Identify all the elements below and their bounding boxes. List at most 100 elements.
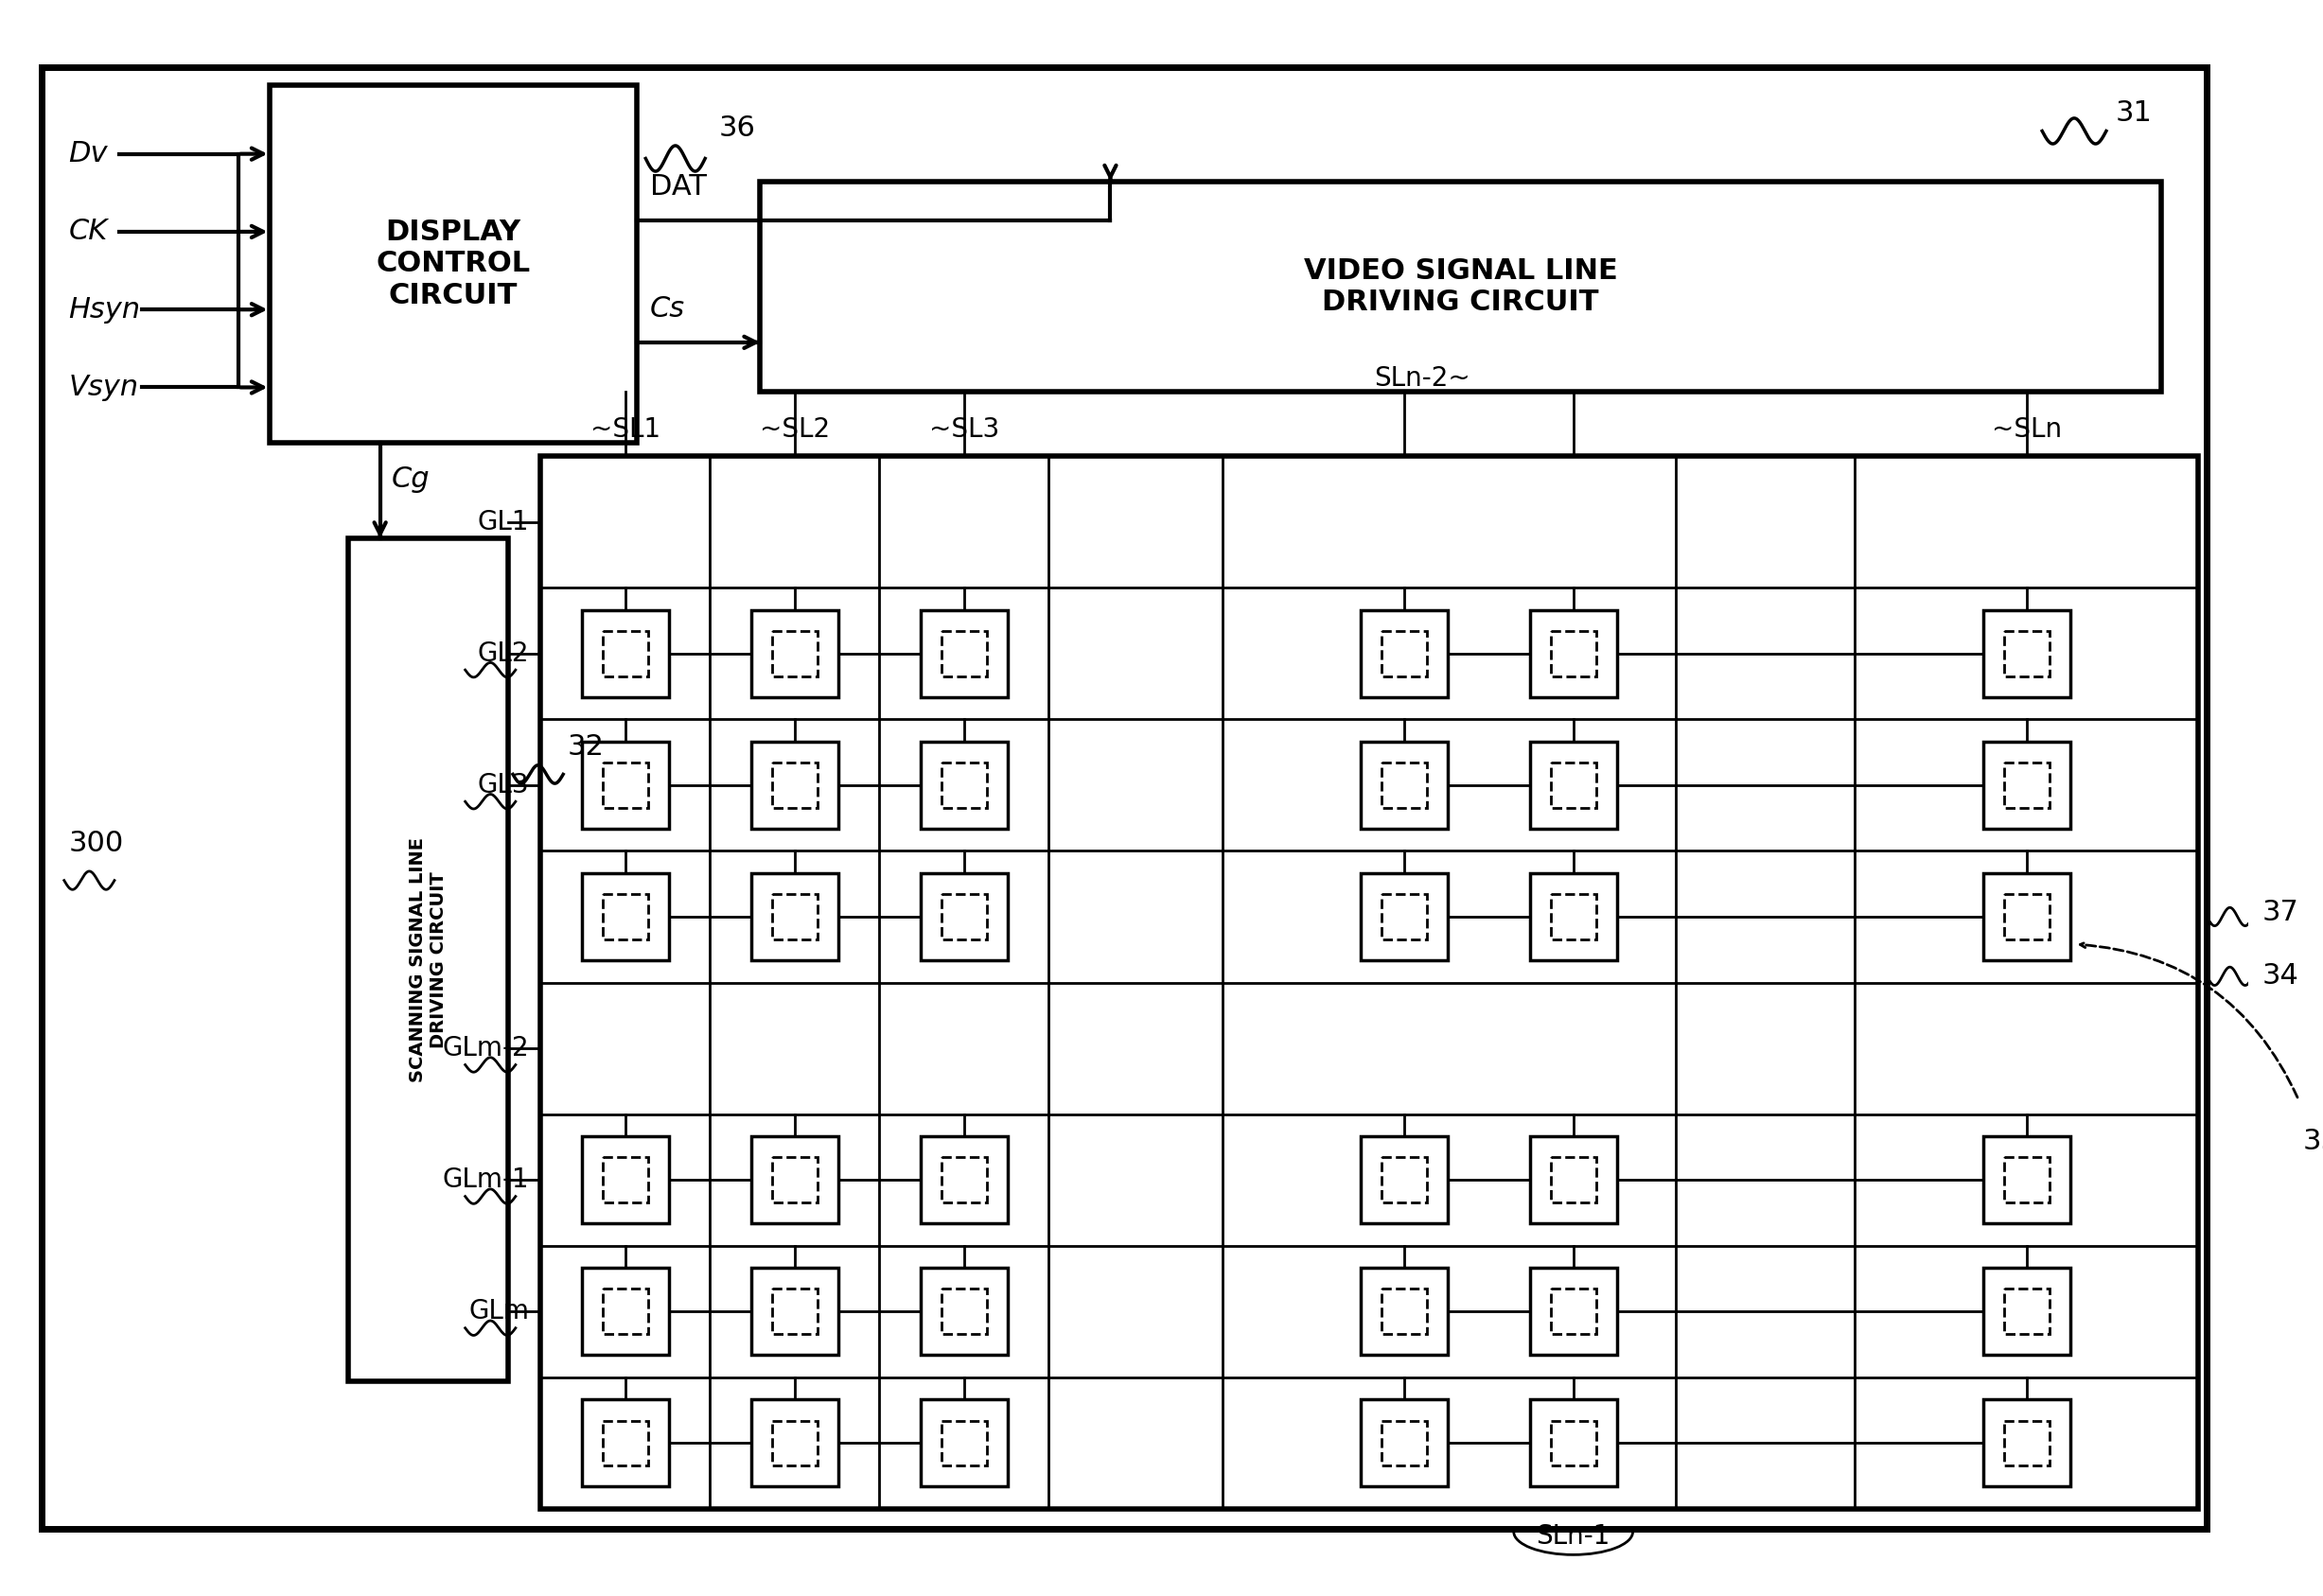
Bar xyxy=(1382,1157,1426,1202)
Bar xyxy=(604,763,648,808)
Bar xyxy=(583,1269,669,1355)
Text: SCANNING SIGNAL LINE
DRIVING CIRCUIT: SCANNING SIGNAL LINE DRIVING CIRCUIT xyxy=(409,836,448,1082)
Bar xyxy=(1361,873,1447,961)
Bar xyxy=(2005,763,2049,808)
Text: GL2: GL2 xyxy=(479,640,530,667)
Text: Cs: Cs xyxy=(650,295,685,322)
Bar xyxy=(920,610,1008,697)
Bar xyxy=(750,1136,839,1224)
Bar xyxy=(2005,1157,2049,1202)
Text: Cg: Cg xyxy=(390,464,430,493)
Bar xyxy=(1361,742,1447,828)
Bar xyxy=(1531,610,1617,697)
Text: 32: 32 xyxy=(567,733,604,761)
Bar xyxy=(1984,742,2070,828)
Bar xyxy=(1361,1269,1447,1355)
Bar xyxy=(604,630,648,677)
Bar xyxy=(1361,1400,1447,1486)
Bar xyxy=(750,742,839,828)
Bar xyxy=(920,1400,1008,1486)
Bar xyxy=(750,873,839,961)
Bar xyxy=(1984,610,2070,697)
Bar xyxy=(941,1157,987,1202)
Text: Vsyn: Vsyn xyxy=(70,373,139,401)
Bar xyxy=(1984,1400,2070,1486)
Text: ~SL3: ~SL3 xyxy=(929,417,999,442)
Bar xyxy=(771,1420,818,1465)
Bar xyxy=(269,85,637,442)
Bar xyxy=(2005,1290,2049,1334)
Text: 36: 36 xyxy=(718,115,755,142)
Bar xyxy=(1382,1290,1426,1334)
Bar xyxy=(1531,873,1617,961)
Bar xyxy=(1361,1136,1447,1224)
Text: SLn-2~: SLn-2~ xyxy=(1373,365,1470,393)
Bar xyxy=(1552,894,1596,940)
Bar xyxy=(1552,763,1596,808)
Bar xyxy=(941,1290,987,1334)
Bar xyxy=(583,610,669,697)
Bar xyxy=(771,630,818,677)
Bar xyxy=(583,742,669,828)
Text: ~SLn: ~SLn xyxy=(1991,417,2061,442)
Text: Dv: Dv xyxy=(70,140,107,168)
Text: GLm-1: GLm-1 xyxy=(444,1167,530,1194)
Bar xyxy=(604,894,648,940)
Bar xyxy=(583,873,669,961)
Text: ~SL1: ~SL1 xyxy=(590,417,660,442)
Bar xyxy=(920,873,1008,961)
Text: 300: 300 xyxy=(70,830,123,857)
Bar xyxy=(1552,1290,1596,1334)
Bar xyxy=(941,763,987,808)
Bar xyxy=(604,1157,648,1202)
Text: GLm-2: GLm-2 xyxy=(444,1036,530,1061)
Text: 34: 34 xyxy=(2263,962,2300,990)
Text: 31: 31 xyxy=(2116,99,2151,126)
Bar xyxy=(1552,1420,1596,1465)
Text: DISPLAY
CONTROL
CIRCUIT: DISPLAY CONTROL CIRCUIT xyxy=(376,219,530,310)
Bar xyxy=(771,1290,818,1334)
Bar xyxy=(771,1157,818,1202)
Bar xyxy=(604,1420,648,1465)
Bar xyxy=(541,456,2198,1508)
Bar xyxy=(1531,742,1617,828)
Text: SLn-1: SLn-1 xyxy=(1536,1523,1610,1550)
Text: CK: CK xyxy=(70,219,107,246)
Text: GLm: GLm xyxy=(469,1298,530,1325)
Bar xyxy=(1531,1136,1617,1224)
Bar xyxy=(941,1420,987,1465)
Bar xyxy=(2005,894,2049,940)
Bar xyxy=(2005,630,2049,677)
Bar xyxy=(1552,630,1596,677)
Bar xyxy=(2005,1420,2049,1465)
Bar xyxy=(771,894,818,940)
Bar xyxy=(941,894,987,940)
Bar xyxy=(583,1400,669,1486)
Bar xyxy=(1382,630,1426,677)
Bar xyxy=(1552,1157,1596,1202)
Text: ~SL2: ~SL2 xyxy=(760,417,829,442)
Text: 33: 33 xyxy=(2302,1127,2323,1154)
Bar xyxy=(760,182,2160,393)
Bar xyxy=(750,1400,839,1486)
Bar xyxy=(1361,610,1447,697)
Bar xyxy=(1382,894,1426,940)
Bar xyxy=(583,1136,669,1224)
Text: DAT: DAT xyxy=(650,174,706,201)
Text: 37: 37 xyxy=(2263,899,2300,926)
Bar xyxy=(750,1269,839,1355)
Text: VIDEO SIGNAL LINE
DRIVING CIRCUIT: VIDEO SIGNAL LINE DRIVING CIRCUIT xyxy=(1303,257,1617,316)
Bar xyxy=(920,1269,1008,1355)
Bar xyxy=(1984,1269,2070,1355)
Bar xyxy=(771,763,818,808)
Bar xyxy=(1531,1400,1617,1486)
Bar xyxy=(920,742,1008,828)
Bar xyxy=(1984,873,2070,961)
Bar xyxy=(1382,763,1426,808)
Bar xyxy=(604,1290,648,1334)
Bar xyxy=(1382,1420,1426,1465)
Bar xyxy=(1531,1269,1617,1355)
Bar xyxy=(348,538,509,1381)
Text: Hsyn: Hsyn xyxy=(70,295,142,324)
Bar xyxy=(941,630,987,677)
